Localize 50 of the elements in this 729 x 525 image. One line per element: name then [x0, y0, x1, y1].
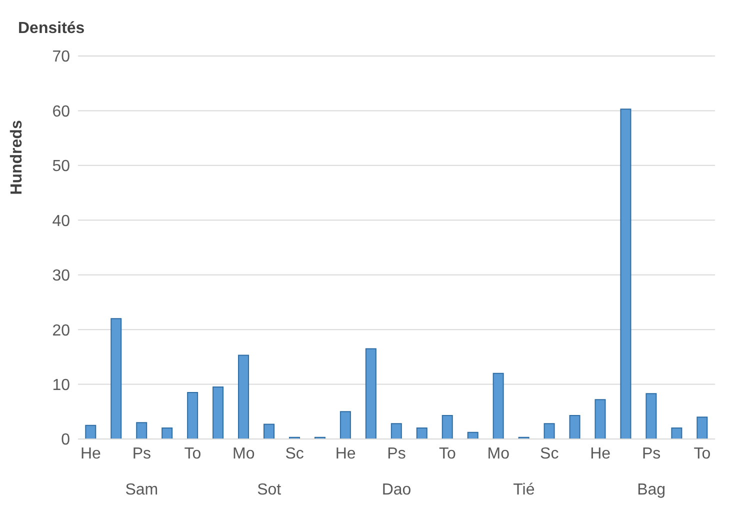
bar — [646, 393, 657, 439]
bar — [212, 386, 224, 439]
text: Bag — [637, 481, 666, 498]
x-tick-label: Ps — [132, 445, 152, 462]
y-tick-label: 60 — [52, 103, 70, 120]
x-tick-label: Sc — [540, 445, 559, 462]
x-tick-label: To — [439, 445, 456, 462]
x-tick-label: To — [184, 445, 202, 462]
x-tick-label: Sc — [285, 445, 304, 462]
bar — [85, 424, 96, 439]
bar — [696, 416, 708, 439]
bar — [594, 399, 606, 439]
bar — [492, 372, 504, 439]
bar — [416, 428, 428, 439]
y-tick-label: 40 — [52, 212, 70, 230]
bar — [110, 318, 122, 439]
x-tick-label: Ps — [642, 445, 661, 462]
text: Tié — [513, 481, 535, 498]
x-tick-label: Mo — [487, 445, 510, 462]
y-tick-label: 0 — [61, 432, 70, 449]
y-tick-label: 10 — [52, 376, 70, 394]
bar — [442, 414, 453, 439]
bar — [390, 423, 402, 439]
bar — [544, 423, 555, 439]
chart-title: Densités — [18, 20, 85, 38]
y-axis-title: Hundreds — [8, 120, 26, 195]
bar — [264, 424, 275, 439]
y-tick-label: 30 — [52, 268, 70, 285]
y-tick-label: 50 — [52, 158, 70, 176]
bar — [340, 411, 351, 439]
x-tick-label: Ps — [387, 445, 406, 462]
x-tick-label: Mo — [232, 445, 255, 462]
bar — [238, 354, 250, 439]
bar — [365, 348, 376, 439]
text: Dao — [382, 481, 412, 498]
x-tick-label: He — [335, 445, 356, 462]
bar — [162, 428, 173, 439]
bar — [467, 432, 478, 439]
bar — [671, 428, 682, 439]
bar — [620, 108, 632, 439]
bar — [136, 422, 148, 439]
y-tick-label: 70 — [52, 48, 70, 66]
y-tick-label: 20 — [52, 322, 70, 340]
bar — [187, 392, 198, 439]
bar — [569, 414, 580, 439]
x-tick-label: To — [694, 445, 711, 462]
text: Sot — [257, 481, 282, 498]
text: Sam — [125, 481, 158, 498]
x-tick-label: He — [590, 445, 611, 462]
x-tick-label: He — [80, 445, 102, 462]
